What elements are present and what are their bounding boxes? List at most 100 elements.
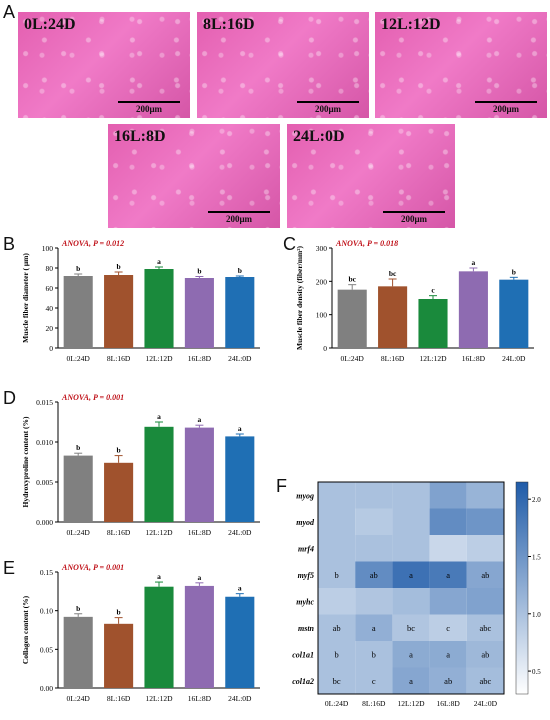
- heatmap-cell: [392, 508, 430, 535]
- heatmap-border: [317, 481, 505, 695]
- heatmap-row-label: col1a2: [292, 677, 314, 686]
- y-tick-label: 300: [316, 244, 328, 253]
- panel-letter-b: B: [3, 234, 16, 254]
- cell-significance-letter: b: [334, 649, 338, 659]
- y-tick-label: 200: [316, 277, 328, 286]
- cell-significance-letter: c: [446, 623, 450, 633]
- scale-bar: 200μm: [118, 101, 180, 114]
- heatmap-cell: [429, 667, 467, 694]
- anova-annotation: ANOVA, P = 0.001: [61, 393, 124, 402]
- heatmap-cell: [429, 482, 467, 509]
- chart-d-hydroxyproline-content: 0.000 0.005 0.010 0.015 Hydroxyproline conte…: [21, 393, 260, 537]
- significance-letter: b: [512, 267, 516, 276]
- x-tick-label: 12L:12D: [145, 528, 173, 537]
- bar: [499, 279, 529, 348]
- bar: [418, 299, 448, 348]
- scale-bar: 200μm: [475, 101, 537, 114]
- significance-letter: a: [157, 257, 161, 266]
- heatmap-row-label: myod: [296, 518, 315, 527]
- x-tick-label: 12L:12D: [145, 354, 173, 363]
- x-tick-label: 8L:16D: [107, 528, 131, 537]
- x-tick-label: 24L:0D: [228, 694, 252, 703]
- heatmap-column-label: 12L:12D: [397, 699, 425, 708]
- y-tick-label: 100: [316, 311, 328, 320]
- heatmap-row-label: mrf4: [298, 544, 314, 553]
- x-tick-label: 8L:16D: [107, 354, 131, 363]
- cell-significance-letter: a: [446, 570, 450, 580]
- y-tick-label: 0: [323, 344, 327, 353]
- heatmap-cell: [392, 561, 430, 588]
- cell-significance-letter: a: [409, 676, 413, 686]
- heatmap-cell: [429, 561, 467, 588]
- heatmap-cell: [318, 508, 356, 535]
- heatmap-cell: [318, 561, 356, 588]
- bar: [378, 286, 408, 348]
- chart-c-muscle-fiber-density: 0 100 200 300 Muscle fiber density (fiber/mm…: [295, 239, 534, 363]
- cell-significance-letter: a: [409, 649, 413, 659]
- bar: [104, 623, 134, 688]
- cell-significance-letter: ab: [333, 623, 341, 633]
- micrograph-label: 24L:0D: [293, 128, 345, 145]
- micrograph-8l16d: 8L:16D 200μm: [197, 12, 369, 118]
- x-tick-label: 12L:12D: [145, 694, 173, 703]
- heatmap-column-label: 8L:16D: [362, 699, 386, 708]
- y-tick-label: 0: [49, 344, 53, 353]
- heatmap-cell: [355, 561, 393, 588]
- bar: [104, 462, 134, 522]
- cell-significance-letter: bc: [333, 676, 341, 686]
- cell-significance-letter: a: [372, 623, 376, 633]
- panel-letter-a: A: [3, 2, 16, 22]
- anova-annotation: ANOVA, P = 0.012: [61, 239, 124, 248]
- scale-bar: 200μm: [383, 211, 445, 224]
- significance-letter: b: [76, 264, 80, 273]
- heatmap-cell: [318, 482, 356, 509]
- heatmap-cell: [466, 561, 504, 588]
- heatmap-cell: [318, 614, 356, 641]
- significance-letter: a: [198, 415, 202, 424]
- colorbar-tick-label: 1.0: [532, 611, 541, 619]
- y-tick-label: 40: [46, 304, 54, 313]
- heatmap-cell: [392, 588, 430, 615]
- micrograph-label: 0L:24D: [24, 16, 76, 33]
- bar: [144, 269, 174, 348]
- significance-letter: a: [238, 424, 242, 433]
- heatmap-cell: [355, 535, 393, 562]
- heatmap-row-label: myf5: [298, 571, 314, 580]
- bar: [144, 586, 174, 688]
- heatmap-row-label: col1a1: [292, 650, 314, 659]
- cell-significance-letter: abc: [480, 676, 492, 686]
- x-tick-label: 16L:8D: [188, 528, 212, 537]
- x-tick-label: 0L:24D: [67, 528, 91, 537]
- heatmap-cell: [429, 535, 467, 562]
- bar: [225, 596, 255, 688]
- significance-letter: a: [198, 573, 202, 582]
- y-tick-label: 0.00: [40, 684, 53, 693]
- x-tick-label: 24L:0D: [228, 528, 252, 537]
- bar: [458, 271, 488, 348]
- x-tick-label: 12L:12D: [419, 354, 447, 363]
- heatmap-cell: [466, 588, 504, 615]
- bar: [225, 277, 255, 348]
- anova-annotation: ANOVA, P = 0.001: [61, 563, 124, 572]
- heatmap-cell: [429, 588, 467, 615]
- heatmap-cell: [318, 667, 356, 694]
- chart-e-collagen-content: 0.00 0.05 0.10 0.15 Collagen content (%) ANOV…: [21, 563, 260, 703]
- heatmap-cell: [355, 482, 393, 509]
- micrograph-0l24d: 0L:24D 200μm: [18, 12, 190, 118]
- x-tick-label: 24L:0D: [228, 354, 252, 363]
- y-axis-label: Hydroxyproline content (%): [21, 416, 30, 507]
- heatmap-cell: [429, 508, 467, 535]
- bar: [337, 289, 367, 348]
- bar: [104, 275, 134, 348]
- heatmap-cell: [318, 641, 356, 668]
- micrograph-label: 16L:8D: [114, 128, 166, 145]
- heatmap-row-label: myhc: [296, 597, 314, 606]
- micrograph-16l8d: 16L:8D 200μm: [108, 124, 280, 228]
- cell-significance-letter: b: [372, 649, 376, 659]
- heatmap-cell: [392, 667, 430, 694]
- x-tick-label: 8L:16D: [107, 694, 131, 703]
- significance-letter: b: [117, 608, 121, 617]
- heatmap-cell: [392, 535, 430, 562]
- cell-significance-letter: a: [446, 649, 450, 659]
- x-tick-label: 8L:16D: [381, 354, 405, 363]
